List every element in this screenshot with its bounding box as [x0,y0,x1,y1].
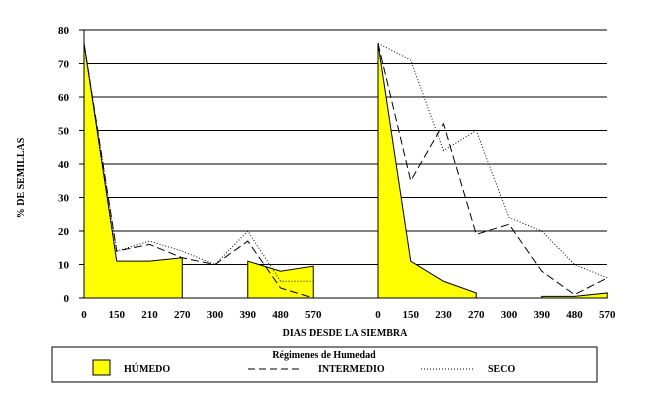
area-humedo-p2-1 [541,292,608,299]
humedo-areas [83,43,608,299]
legend-seco-label: SECO [488,364,515,375]
x-tick-label-p1-7: 570 [305,309,322,321]
y-tick-label-60: 60 [58,92,70,104]
y-tick-label-30: 30 [58,193,70,205]
y-tick-label-20: 20 [58,226,70,238]
line-intermedio-p2-0 [377,43,608,296]
y-tick-label-50: 50 [58,126,70,138]
legend: Régimenes de Humedad HÚMEDO INTERMEDIO S… [51,346,598,383]
series-lines [83,42,608,299]
line-seco-p1-0 [83,43,314,282]
x-tick-label-p1-6: 480 [272,309,289,321]
x-tick-label-p2-6: 480 [566,309,583,321]
x-tick-label-p1-5: 390 [240,309,257,321]
y-tick-label-10: 10 [58,260,70,272]
area-humedo-p2-0 [377,43,477,299]
y-tick-label-0: 0 [64,293,70,305]
y-tick-label-40: 40 [58,159,70,171]
area-humedo-p1-1 [247,260,314,299]
gridlines [84,29,607,265]
x-tick-label-p1-1: 150 [109,309,126,321]
x-tick-label-p2-7: 570 [599,309,616,321]
y-tick-label-70: 70 [58,59,70,71]
y-tick-label-80: 80 [58,25,70,37]
legend-humedo-label: HÚMEDO [124,363,170,375]
x-tick-label-p1-4: 300 [207,309,224,321]
area-humedo-p1-0 [83,43,183,299]
legend-intermedio-label: INTERMEDIO [318,364,385,375]
x-tick-label-p1-2: 210 [141,309,158,321]
line-seco-p2-0 [377,42,608,279]
legend-humedo-swatch [92,359,111,376]
axes [79,29,607,299]
x-axis-label: DIAS DESDE LA SIEMBRA [283,328,409,339]
line-intermedio-p1-0 [83,43,314,299]
x-tick-label-p2-1: 150 [403,309,420,321]
tick-labels: 0 10 20 30 40 50 60 70 80 0 150 210 270 300 390 480 570 0… [58,25,616,321]
x-tick-label-p2-0: 0 [375,309,381,321]
x-tick-label-p1-0: 0 [81,309,87,321]
legend-title: Régimenes de Humedad [272,350,376,361]
x-tick-label-p1-3: 270 [174,309,191,321]
x-tick-label-p2-2: 230 [435,309,452,321]
x-tick-label-p2-4: 300 [501,309,518,321]
y-axis-label: % DE SEMILLAS [16,137,27,218]
x-tick-label-p2-5: 390 [534,309,551,321]
legend-box [51,346,598,383]
x-tick-label-p2-3: 270 [468,309,485,321]
